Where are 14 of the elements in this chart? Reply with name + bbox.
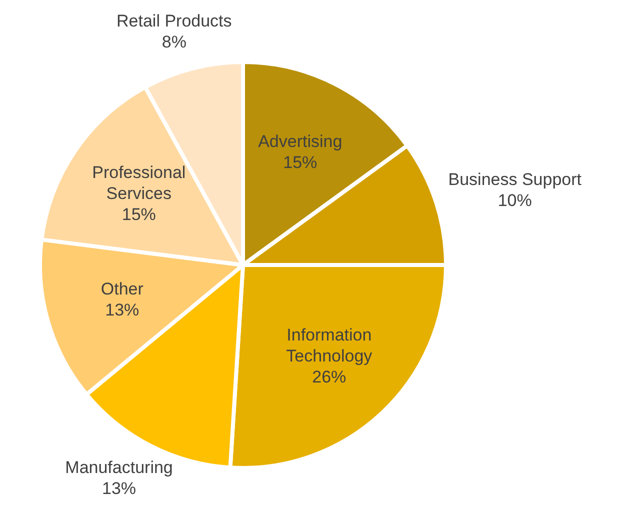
data-label: 13%	[105, 300, 140, 320]
slice-label: Professional Services	[92, 162, 186, 203]
data-label: 8%	[162, 32, 186, 52]
slice-label: Other	[100, 279, 144, 298]
slice-label: Information Technology	[286, 325, 373, 366]
slice-label: Business Support	[448, 170, 582, 189]
data-label: 15%	[283, 153, 318, 172]
data-label: 15%	[122, 204, 156, 224]
slice-label: Advertising	[258, 132, 342, 152]
data-label: 26%	[312, 367, 346, 386]
slice-label: Retail Products	[116, 11, 232, 30]
data-label: 13%	[102, 479, 136, 498]
slice-label: Manufacturing	[65, 458, 173, 478]
data-label: 10%	[498, 190, 532, 210]
